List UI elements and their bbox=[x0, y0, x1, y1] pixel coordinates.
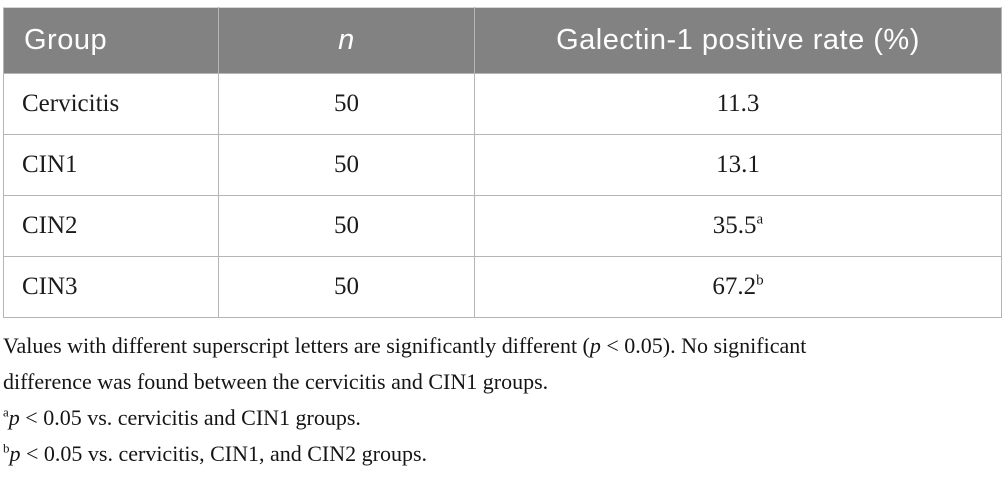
col-header-n: n bbox=[218, 7, 475, 74]
cell-group: CIN3 bbox=[3, 256, 219, 318]
footnote-b-superscript: b bbox=[3, 440, 10, 456]
cell-rate: 67.2b bbox=[474, 256, 1002, 318]
rate-value: 11.3 bbox=[716, 90, 760, 117]
footnote-italic-p: p bbox=[589, 333, 601, 358]
footnote-italic-p: p bbox=[9, 441, 21, 466]
cell-group: CIN1 bbox=[3, 134, 219, 196]
paper-table-figure: Group n Galectin-1 positive rate (%) Cer… bbox=[3, 7, 1002, 472]
col-header-galectin-rate: Galectin-1 positive rate (%) bbox=[474, 7, 1002, 74]
footnote-b: bp < 0.05 vs. cervicitis, CIN1, and CIN2… bbox=[3, 436, 1002, 472]
table-row-cin1: CIN1 50 13.1 bbox=[3, 134, 1002, 196]
cell-group: Cervicitis bbox=[3, 73, 219, 135]
col-header-group: Group bbox=[3, 7, 219, 74]
footnote-text: < 0.05 vs. cervicitis, CIN1, and CIN2 gr… bbox=[20, 441, 428, 466]
cell-rate: 13.1 bbox=[474, 134, 1002, 196]
cell-rate: 11.3 bbox=[474, 73, 1002, 135]
footnote-text: Values with different superscript letter… bbox=[3, 333, 590, 358]
footnote-general-line1: Values with different superscript letter… bbox=[3, 328, 1002, 364]
cell-n: 50 bbox=[218, 134, 475, 196]
cell-n: 50 bbox=[218, 195, 475, 257]
footnote-general-line2: difference was found between the cervici… bbox=[3, 369, 549, 394]
rate-value: 35.5 bbox=[712, 212, 757, 239]
footnote-a-superscript: a bbox=[3, 404, 9, 420]
footnote-text: < 0.05 vs. cervicitis and CIN1 groups. bbox=[19, 405, 361, 430]
cell-rate: 35.5a bbox=[474, 195, 1002, 257]
footnote-a: ap < 0.05 vs. cervicitis and CIN1 groups… bbox=[3, 400, 1002, 436]
table-row-cervicitis: Cervicitis 50 11.3 bbox=[3, 73, 1002, 135]
table-footnotes: Values with different superscript letter… bbox=[3, 328, 1002, 472]
galectin-positive-rate-table: Group n Galectin-1 positive rate (%) Cer… bbox=[3, 7, 1002, 318]
cell-n: 50 bbox=[218, 73, 475, 135]
table-row-cin3: CIN3 50 67.2b bbox=[3, 256, 1002, 318]
footnote-text: < 0.05). No significant bbox=[600, 333, 807, 358]
rate-value: 13.1 bbox=[716, 151, 760, 178]
table-header-row: Group n Galectin-1 positive rate (%) bbox=[3, 7, 1002, 74]
rate-superscript: b bbox=[756, 272, 764, 289]
cell-group: CIN2 bbox=[3, 195, 219, 257]
rate-superscript: a bbox=[756, 211, 764, 228]
cell-n: 50 bbox=[218, 256, 475, 318]
rate-value: 67.2 bbox=[712, 273, 757, 300]
table-row-cin2: CIN2 50 35.5a bbox=[3, 195, 1002, 257]
footnote-italic-p: p bbox=[8, 405, 20, 430]
